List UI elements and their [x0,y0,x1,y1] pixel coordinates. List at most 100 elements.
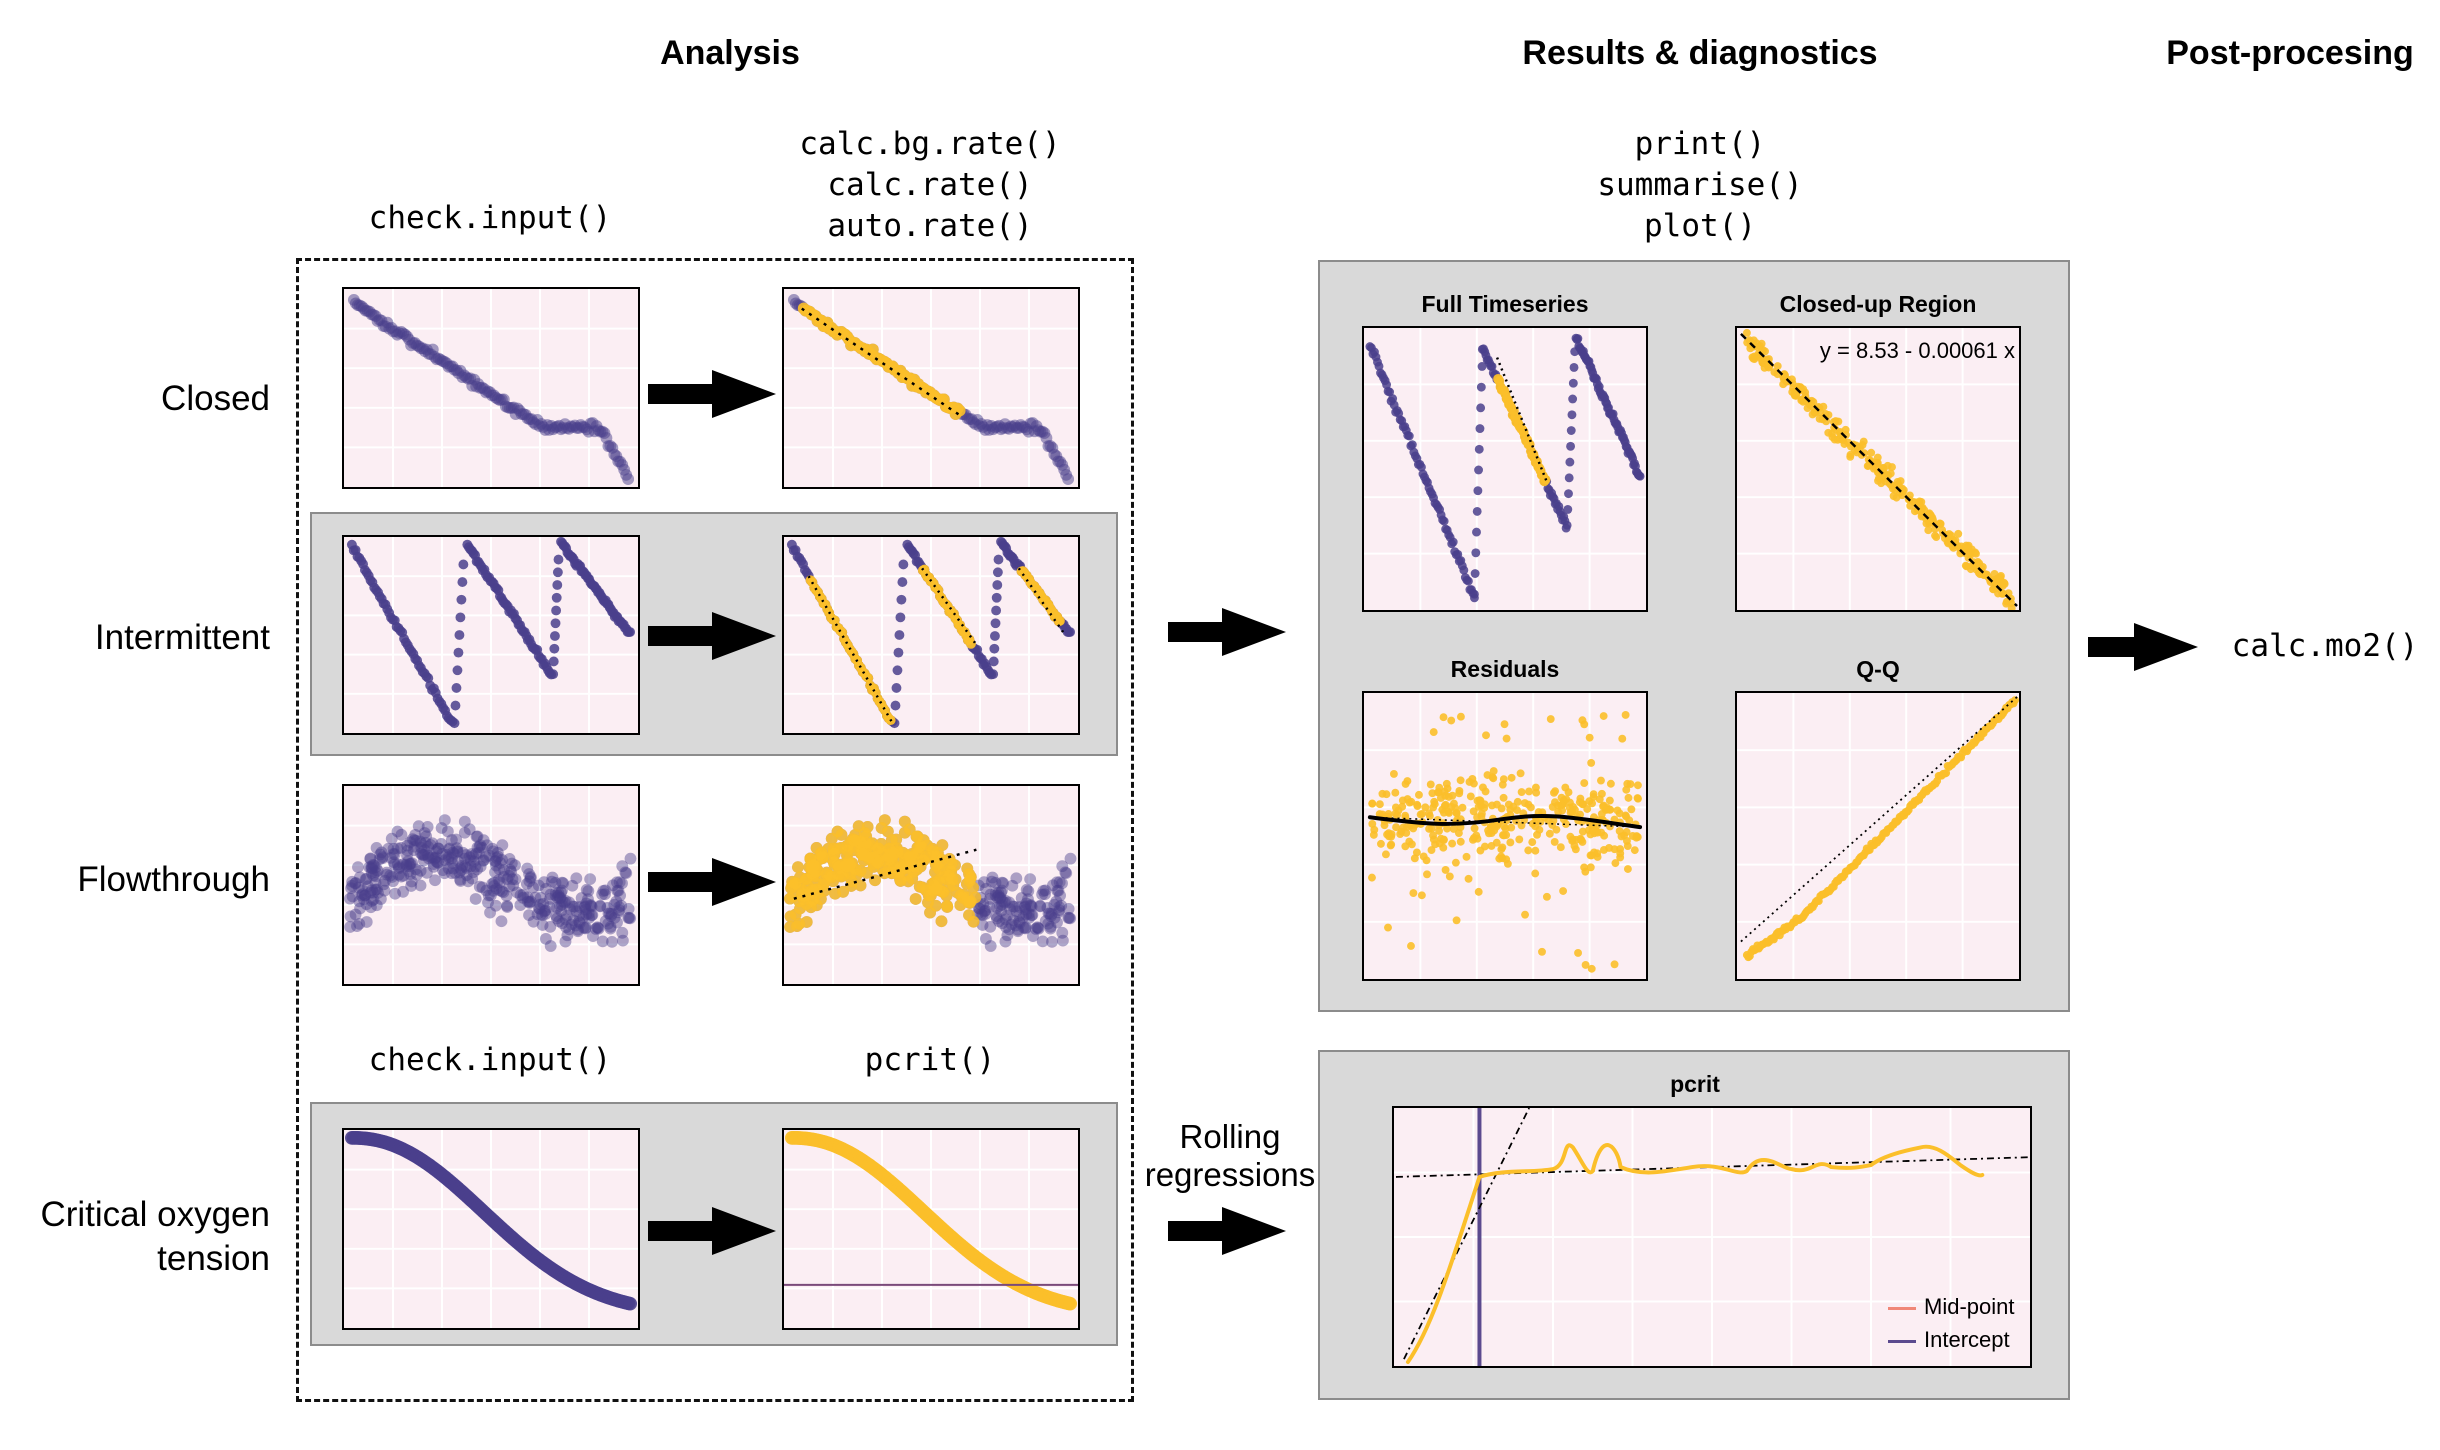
data-point [420,830,433,843]
data-point [1566,426,1576,435]
data-point [463,851,476,864]
data-point [1443,784,1452,793]
data-point [406,857,419,870]
data-point [604,922,617,935]
data-point [611,916,623,929]
data-point [538,905,551,918]
data-point [875,838,888,850]
data-point [419,836,432,849]
data-point [825,832,838,845]
row-label-pcrit: Critical oxygen tension [0,1193,270,1281]
data-point [524,871,537,883]
data-point [797,893,810,906]
data-point [1481,787,1490,796]
data-point [462,875,475,888]
data-point [453,866,466,879]
data-point [561,909,574,922]
full-timeseries-plot [1362,326,1648,612]
data-point [1779,380,1788,389]
data-point [989,631,1000,641]
data-point [1615,827,1624,835]
data-point [363,861,376,874]
data-point [1936,519,1945,528]
data-point [585,900,598,913]
data-point [505,857,518,870]
data-point [835,828,848,841]
data-point [1761,347,1769,356]
data-point [625,627,636,637]
data-point [387,842,400,855]
data-point [976,909,989,922]
data-point [1548,821,1557,829]
data-point [1553,801,1562,810]
data-point [409,828,422,841]
data-point [377,878,390,891]
data-point [386,871,398,883]
data-point [466,872,479,885]
data-point [360,916,373,928]
data-point [532,879,545,892]
data-point [847,844,860,857]
data-point [784,921,797,933]
data-point [613,904,626,917]
data-point [1634,794,1642,803]
data-point [1013,915,1026,928]
data-point [1515,835,1524,844]
data-point [1063,911,1076,924]
data-point [1803,404,1812,413]
data-point [1606,779,1615,788]
data-point [418,827,431,839]
data-point [356,884,369,897]
data-point [1050,895,1063,908]
data-point [1476,382,1486,392]
data-point [1451,858,1460,867]
data-point [449,718,460,729]
data-point [1417,891,1426,900]
regression-line [921,567,978,646]
data-point [1470,824,1479,833]
data-point [493,876,506,889]
data-point [792,861,804,874]
data-point [349,908,362,921]
data-point [1422,856,1431,865]
data-point [978,876,990,889]
data-point [1524,846,1533,855]
rate-func-1: calc.bg.rate() [799,126,1061,162]
data-point [1581,960,1590,969]
data-point [374,893,387,905]
data-point [1906,501,1915,510]
data-point [973,902,986,915]
data-point [1439,808,1448,817]
data-point [364,852,377,865]
data-point [589,923,602,935]
data-point [365,867,378,879]
data-point [1998,581,2007,590]
data-point [1416,810,1425,819]
data-point [351,920,363,932]
data-point [454,873,467,886]
data-point [1065,627,1076,637]
data-point [344,892,356,905]
data-point [990,618,1001,629]
data-point [1020,908,1033,921]
result-func-2: summarise() [1597,167,1803,203]
data-point [344,910,357,923]
data-point [1387,840,1396,849]
data-point [616,877,628,890]
data-point [804,852,817,865]
data-point [556,876,568,889]
data-point [438,867,451,880]
data-point [395,828,408,841]
data-point [1023,911,1036,924]
data-point [559,935,572,948]
data-point [1006,879,1019,892]
data-point [1581,867,1590,876]
data-point [534,898,547,911]
data-point [534,891,547,904]
data-point [373,853,386,866]
data-point [998,896,1011,909]
data-point [1374,361,1384,371]
qq-title: Q-Q [1856,656,1900,682]
data-point [1621,711,1630,719]
data-point [557,877,570,890]
